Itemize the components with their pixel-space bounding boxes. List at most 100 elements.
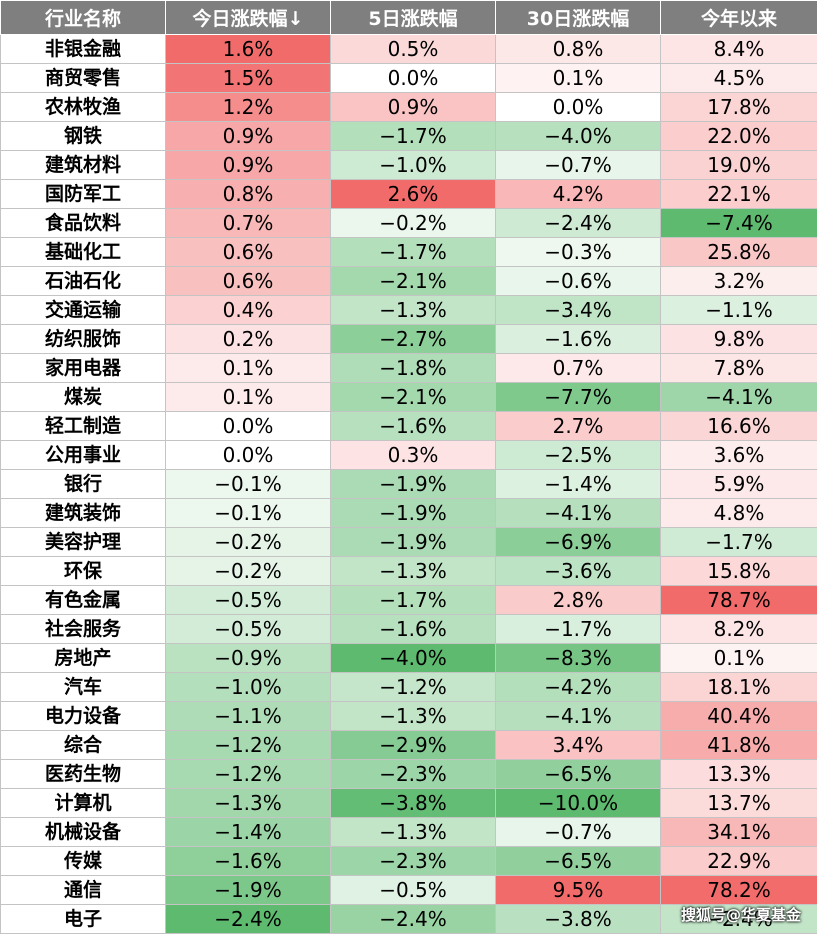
5day-change-cell: −2.7% [331,325,496,354]
today-change-cell: 0.6% [166,267,331,296]
today-change-cell: 0.9% [166,151,331,180]
today-change-cell: −0.1% [166,499,331,528]
30day-change-cell: −3.6% [496,557,661,586]
today-change-cell: 0.1% [166,354,331,383]
table-row: 医药生物−1.2%−2.3%−6.5%13.3% [1,760,817,789]
ytd-change-cell: 15.8% [661,557,817,586]
industry-name-cell: 银行 [1,470,166,499]
5day-change-cell: −1.6% [331,412,496,441]
today-change-cell: −0.5% [166,615,331,644]
ytd-change-cell: 78.2% [661,876,817,905]
30day-change-cell: −4.1% [496,499,661,528]
30day-change-cell: 2.7% [496,412,661,441]
5day-change-cell: −1.3% [331,818,496,847]
ytd-change-cell: 8.2% [661,615,817,644]
table-row: 计算机−1.3%−3.8%−10.0%13.7% [1,789,817,818]
header-30day-change[interactable]: 30日涨跌幅 [496,1,661,35]
today-change-cell: −0.9% [166,644,331,673]
5day-change-cell: −1.3% [331,557,496,586]
30day-change-cell: −2.5% [496,441,661,470]
table-row: 综合−1.2%−2.9%3.4%41.8% [1,731,817,760]
30day-change-cell: 9.5% [496,876,661,905]
30day-change-cell: 3.4% [496,731,661,760]
ytd-change-cell: 3.2% [661,267,817,296]
ytd-change-cell: 40.4% [661,702,817,731]
table-row: 机械设备−1.4%−1.3%−0.7%34.1% [1,818,817,847]
5day-change-cell: −1.9% [331,470,496,499]
header-industry-name[interactable]: 行业名称 [1,1,166,35]
industry-name-cell: 建筑装饰 [1,499,166,528]
30day-change-cell: −1.7% [496,615,661,644]
industry-name-cell: 食品饮料 [1,209,166,238]
today-change-cell: 0.0% [166,441,331,470]
today-change-cell: 0.1% [166,383,331,412]
30day-change-cell: −4.0% [496,122,661,151]
ytd-change-cell: 13.7% [661,789,817,818]
30day-change-cell: −3.4% [496,296,661,325]
ytd-change-cell: 18.1% [661,673,817,702]
table-row: 社会服务−0.5%−1.6%−1.7%8.2% [1,615,817,644]
30day-change-cell: −0.6% [496,267,661,296]
5day-change-cell: −0.5% [331,876,496,905]
industry-name-cell: 有色金属 [1,586,166,615]
ytd-change-cell: 7.8% [661,354,817,383]
30day-change-cell: −10.0% [496,789,661,818]
header-5day-change[interactable]: 5日涨跌幅 [331,1,496,35]
industry-name-cell: 公用事业 [1,441,166,470]
30day-change-cell: −7.7% [496,383,661,412]
30day-change-cell: −6.5% [496,760,661,789]
ytd-change-cell: 4.8% [661,499,817,528]
today-change-cell: −1.2% [166,731,331,760]
ytd-change-cell: 78.7% [661,586,817,615]
header-ytd-change[interactable]: 今年以来 [661,1,817,35]
ytd-change-cell: −4.1% [661,383,817,412]
5day-change-cell: −1.2% [331,673,496,702]
industry-name-cell: 传媒 [1,847,166,876]
30day-change-cell: −0.7% [496,818,661,847]
30day-change-cell: −0.7% [496,151,661,180]
30day-change-cell: 4.2% [496,180,661,209]
30day-change-cell: −1.6% [496,325,661,354]
industry-name-cell: 国防军工 [1,180,166,209]
industry-name-cell: 机械设备 [1,818,166,847]
ytd-change-cell: 41.8% [661,731,817,760]
table-row: 房地产−0.9%−4.0%−8.3%0.1% [1,644,817,673]
30day-change-cell: 0.8% [496,35,661,64]
today-change-cell: −0.1% [166,470,331,499]
today-change-cell: 1.6% [166,35,331,64]
ytd-change-cell: 0.1% [661,644,817,673]
today-change-cell: 0.9% [166,122,331,151]
today-change-cell: 0.6% [166,238,331,267]
industry-name-cell: 电子 [1,905,166,934]
today-change-cell: 1.5% [166,64,331,93]
5day-change-cell: −2.3% [331,847,496,876]
today-change-cell: −0.2% [166,528,331,557]
5day-change-cell: −0.2% [331,209,496,238]
today-change-cell: −1.0% [166,673,331,702]
industry-name-cell: 电力设备 [1,702,166,731]
today-change-cell: −0.5% [166,586,331,615]
30day-change-cell: −1.4% [496,470,661,499]
table-row: 有色金属−0.5%−1.7%2.8%78.7% [1,586,817,615]
industry-name-cell: 石油石化 [1,267,166,296]
industry-name-cell: 建筑材料 [1,151,166,180]
ytd-change-cell: −7.4% [661,209,817,238]
table-row: 美容护理−0.2%−1.9%−6.9%−1.7% [1,528,817,557]
5day-change-cell: −3.8% [331,789,496,818]
industry-name-cell: 社会服务 [1,615,166,644]
30day-change-cell: −8.3% [496,644,661,673]
30day-change-cell: −4.1% [496,702,661,731]
header-today-change[interactable]: 今日涨跌幅↓ [166,1,331,35]
ytd-change-cell: −1.7% [661,528,817,557]
today-change-cell: 0.2% [166,325,331,354]
industry-name-cell: 美容护理 [1,528,166,557]
today-change-cell: 0.0% [166,412,331,441]
ytd-change-cell: 22.9% [661,847,817,876]
